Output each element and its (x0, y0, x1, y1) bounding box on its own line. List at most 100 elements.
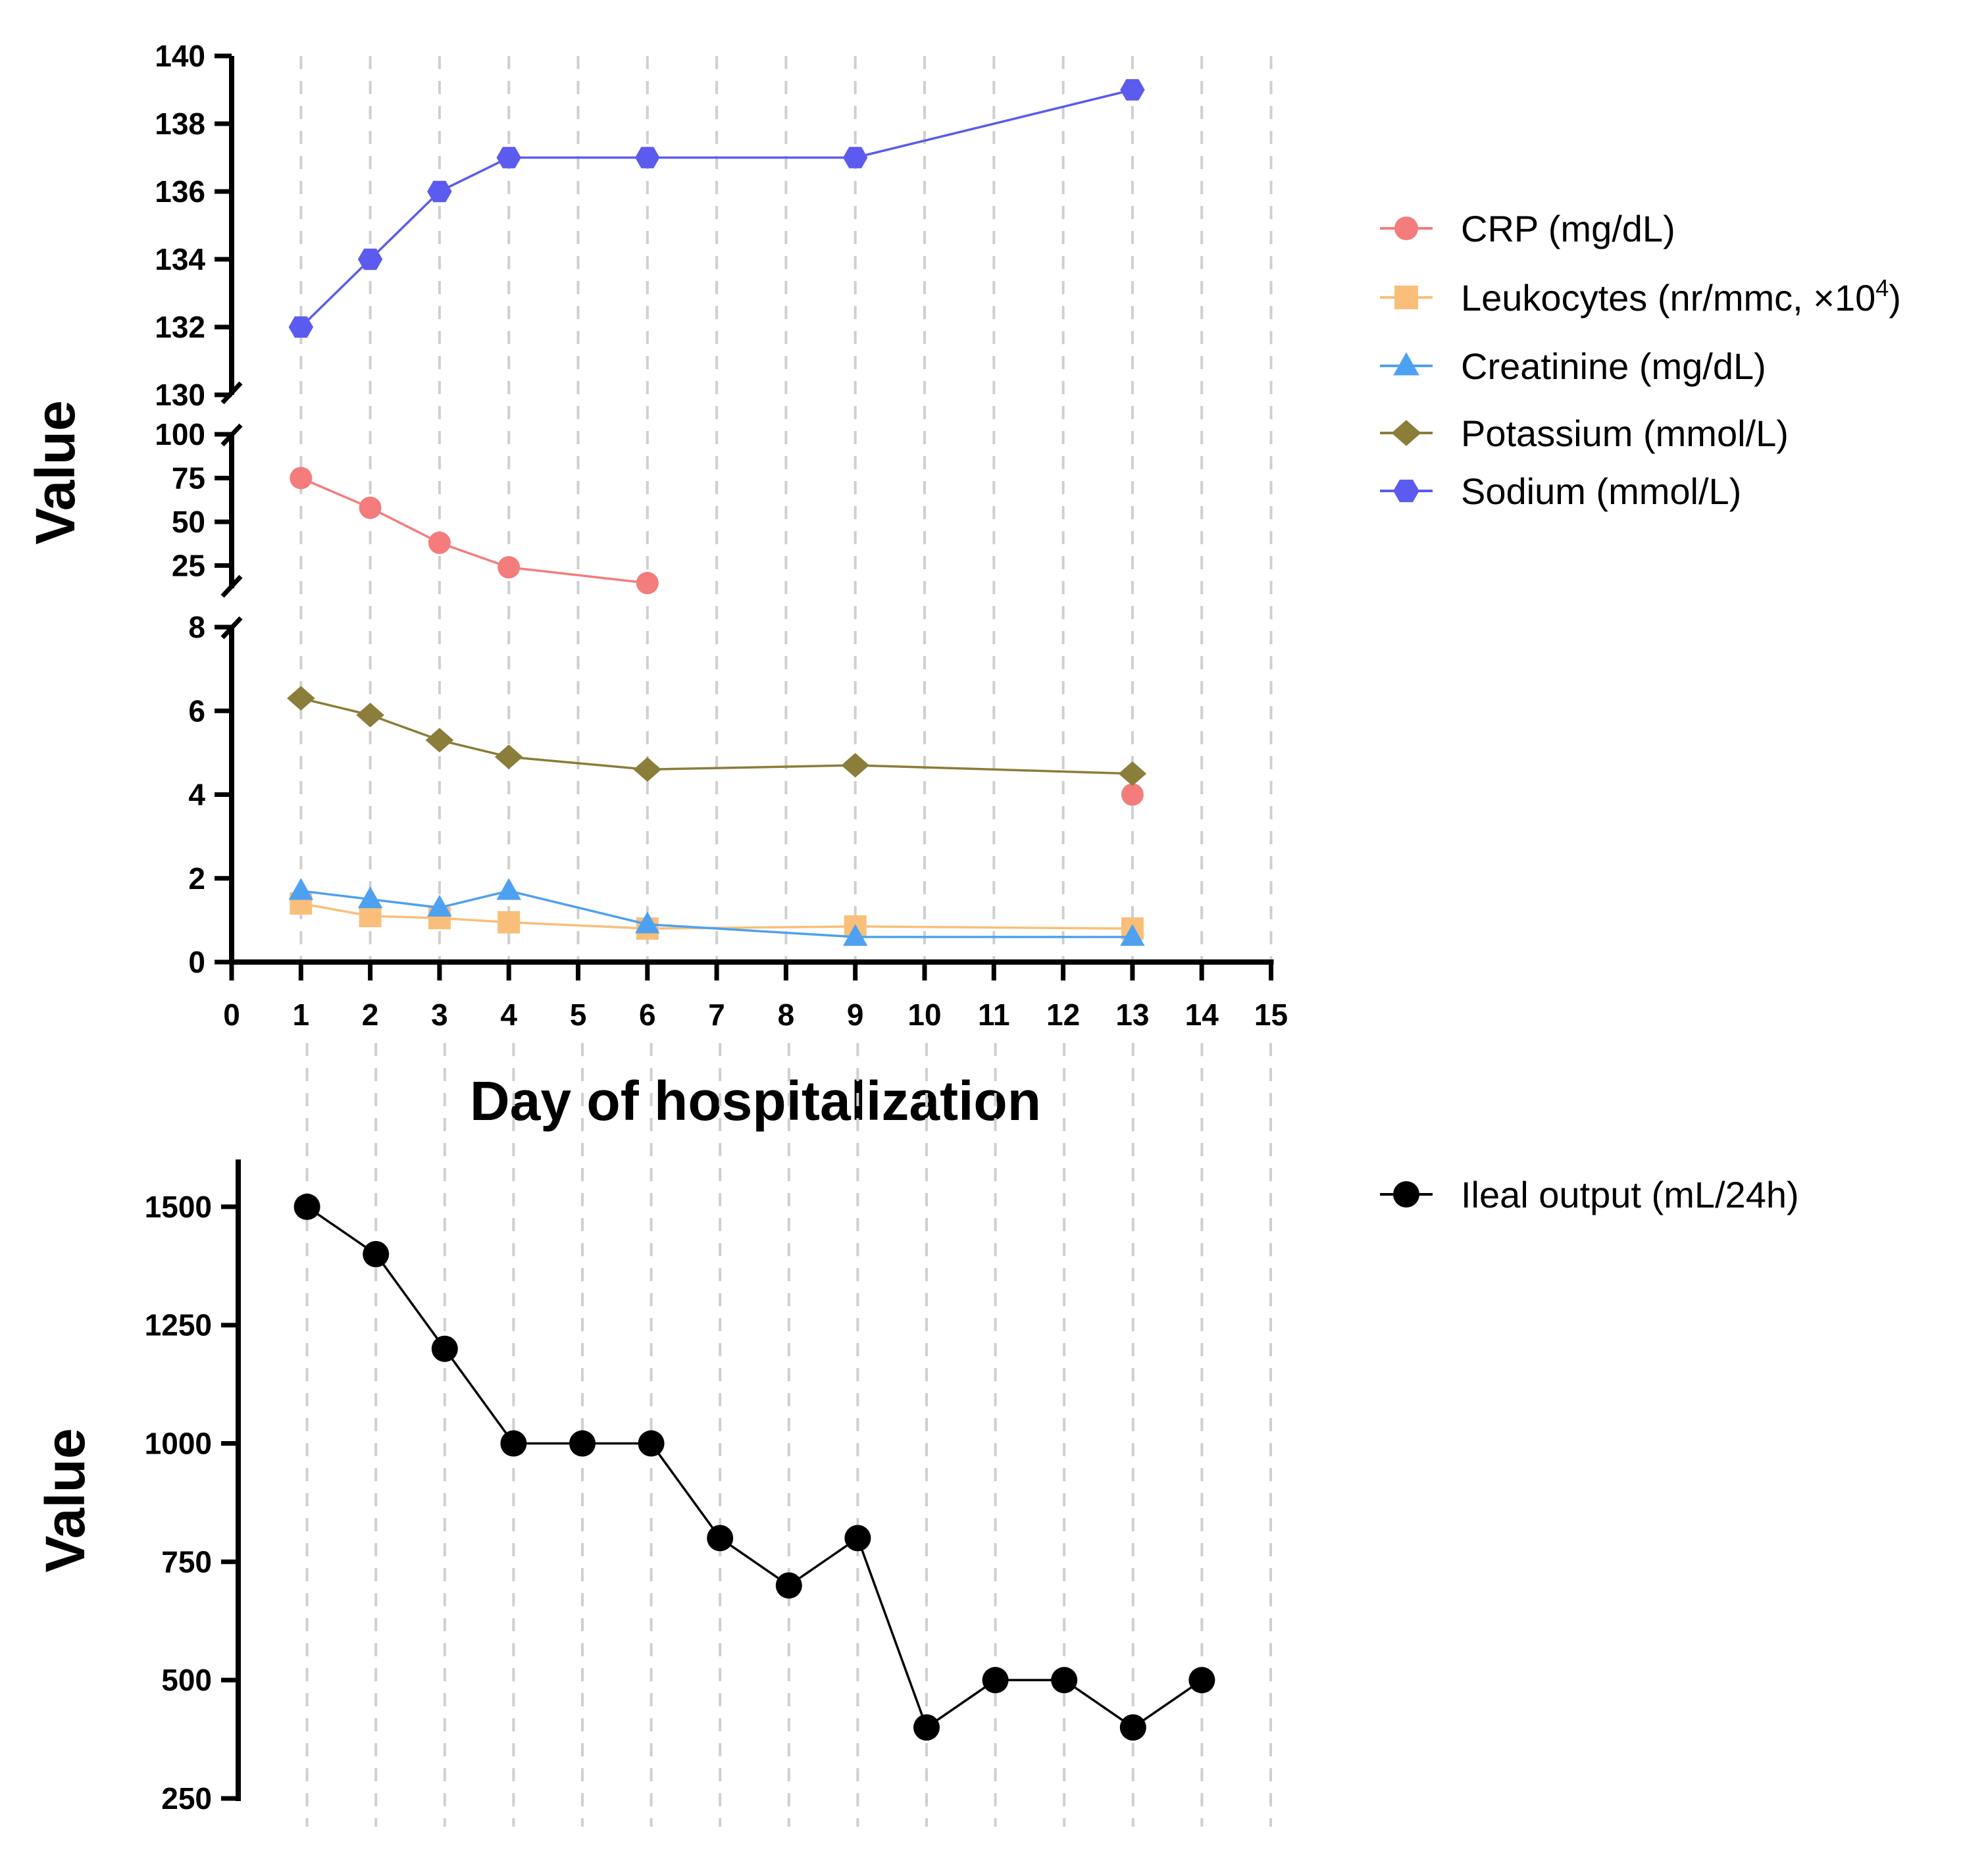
top-x-tick-label: 10 (907, 998, 941, 1032)
top-y-tick-label: 132 (155, 310, 205, 344)
legend-label: Leukocytes (nr/mmc, ×104) (1461, 274, 1901, 318)
series-line-segment (301, 890, 370, 901)
top-y-tick-label: 8 (188, 610, 205, 644)
series-line-segment (509, 755, 648, 771)
ileal-output-point (363, 1240, 390, 1267)
series-line-segment (369, 190, 441, 261)
top-y-tick-label: 130 (155, 378, 205, 412)
bottom-chart-axes: 250 500 750 1000 1250 1500 (145, 1159, 241, 1816)
top-x-tick-label: 13 (1115, 998, 1149, 1032)
series-line-segment (300, 476, 371, 509)
sodium-point (288, 316, 313, 338)
crp-point (497, 556, 521, 579)
ileal-output-point (913, 1714, 940, 1741)
top-x-tick-label: 6 (639, 998, 656, 1032)
ileal-output-point (775, 1572, 802, 1599)
top-y-tick-label: 138 (155, 107, 205, 141)
series-line-segment (369, 507, 440, 544)
top-x-tick-label: 15 (1254, 998, 1288, 1032)
series-line-segment (647, 925, 855, 930)
top-x-tick-label: 8 (778, 998, 795, 1032)
ileal-output-point (293, 1193, 320, 1220)
legend-label: Ileal output (mL/24h) (1461, 1174, 1799, 1215)
top-x-tick-label: 5 (570, 998, 587, 1032)
top-x-axis-title: Day of hospitalization (470, 1070, 1041, 1132)
potassium-point (287, 686, 315, 711)
series-line-segment (855, 88, 1133, 159)
top-x-tick-label: 14 (1185, 998, 1219, 1032)
bottom-y-tick-label: 1500 (145, 1190, 212, 1224)
sodium-point (496, 147, 521, 168)
creatinine-point (635, 911, 660, 934)
ileal-output-point (1051, 1667, 1078, 1694)
legend-label: Sodium (mmol/L) (1461, 471, 1741, 512)
ileal-output-point (1188, 1667, 1215, 1694)
top-x-tick-label: 7 (708, 998, 725, 1032)
series-line-segment (439, 890, 509, 909)
bottom-chart-grid (305, 1043, 1272, 1827)
ileal-output-point (1119, 1714, 1146, 1741)
ileal-output-point (707, 1525, 734, 1552)
potassium-point (841, 753, 869, 778)
crp-point (636, 572, 659, 595)
top-chart-legend: CRP (mg/dL) Leukocytes (nr/mmc, ×104) Crea… (1380, 208, 1901, 512)
axis-break-mark (220, 574, 243, 598)
series-line-segment (370, 713, 440, 742)
potassium-point (494, 744, 523, 769)
series-line-segment (300, 697, 371, 717)
leukocytes-point (359, 905, 382, 928)
top-y-tick-label: 140 (155, 39, 205, 73)
series-line-segment (509, 566, 648, 584)
creatinine-point (496, 878, 521, 900)
ileal-output-point (844, 1525, 871, 1552)
crp-point (359, 496, 382, 519)
top-y-tick-label: 75 (172, 461, 205, 495)
ileal-output-point (569, 1430, 596, 1457)
bottom-y-tick-label: 1250 (145, 1308, 212, 1342)
ileal-output-point (638, 1430, 665, 1457)
series-line-segment (509, 921, 648, 930)
legend-marker (1393, 352, 1419, 376)
top-y-tick-label: 6 (188, 694, 205, 728)
series-line-segment (508, 890, 648, 926)
crp-point (1121, 783, 1144, 806)
series-line-segment (439, 739, 509, 758)
ileal-output-line (306, 1206, 1203, 1729)
leukocytes-point (497, 911, 521, 934)
top-y-tick-label: 4 (188, 778, 205, 812)
top-y-axis-title: Value (24, 400, 86, 544)
series-line-segment (647, 923, 855, 938)
top-x-tick-label: 0 (223, 998, 240, 1032)
creatinine-point (427, 894, 452, 917)
potassium-point (1118, 761, 1147, 786)
sodium-point (843, 147, 868, 168)
series-line-segment (370, 898, 440, 909)
top-x-tick-label: 11 (978, 998, 1010, 1032)
bottom-chart-series (293, 1193, 1215, 1741)
legend-label: CRP (mg/dL) (1461, 208, 1675, 249)
legend-marker (1393, 1181, 1419, 1208)
bottom-chart-legend: Ileal output (mL/24h) (1380, 1174, 1799, 1215)
creatinine-point (1120, 924, 1145, 946)
top-y-tick-label: 100 (155, 417, 205, 451)
top-x-tick-label: 12 (1046, 998, 1080, 1032)
top-x-tick-label: 9 (847, 998, 864, 1032)
bottom-y-tick-label: 500 (161, 1663, 212, 1697)
top-y-tick-label: 0 (188, 945, 205, 979)
series-line-segment (300, 258, 371, 328)
potassium-point (633, 757, 662, 782)
creatinine-point (288, 878, 313, 900)
series-line-segment (370, 915, 440, 919)
ileal-output-point (500, 1430, 527, 1457)
top-chart-series (287, 79, 1147, 946)
legend-marker (1391, 420, 1421, 446)
legend-marker (1394, 286, 1418, 309)
top-y-tick-label: 136 (155, 174, 205, 209)
series-line-segment (855, 925, 1133, 930)
potassium-point (425, 728, 454, 753)
ileal-output-point (982, 1667, 1009, 1694)
series-line-segment (647, 764, 855, 771)
sodium-point (427, 180, 452, 203)
